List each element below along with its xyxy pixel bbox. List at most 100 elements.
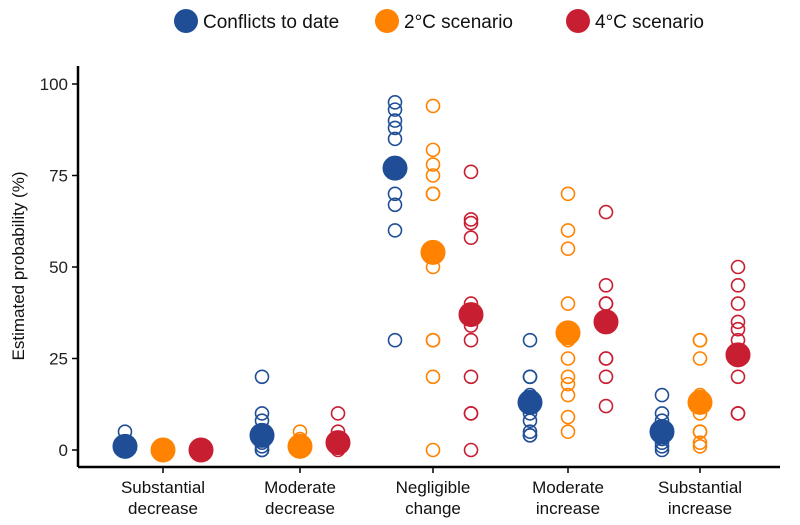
response-point (387, 197, 403, 213)
response-point (560, 351, 576, 366)
response-point (560, 241, 576, 256)
response-point (425, 186, 441, 202)
response-point (522, 332, 538, 348)
response-point (522, 428, 538, 443)
response-point (463, 164, 479, 180)
mean-point (249, 422, 275, 448)
x-category-label: Moderate (532, 478, 604, 497)
legend: Conflicts to date 2°C scenario 4°C scenari… (174, 9, 704, 33)
mean-point (287, 433, 313, 459)
response-point (425, 168, 441, 183)
response-point (654, 406, 670, 421)
response-point (560, 387, 576, 403)
legend-marker (566, 9, 590, 33)
response-point (463, 212, 479, 227)
legend-label: 4°C scenario (595, 12, 704, 33)
response-point (560, 376, 576, 392)
mean-point (555, 320, 581, 346)
response-point (598, 369, 614, 385)
response-point (463, 369, 479, 385)
legend-label: 2°C scenario (404, 12, 513, 33)
response-point (654, 387, 670, 403)
y-tick-label: 50 (49, 258, 68, 277)
mean-point (325, 430, 351, 456)
mean-point (458, 302, 484, 328)
x-category-label: decrease (265, 499, 335, 518)
response-point (425, 142, 441, 158)
response-point (522, 369, 538, 385)
x-category-label: increase (668, 499, 732, 518)
mean-point (725, 342, 751, 368)
response-point (463, 230, 479, 246)
y-ticks: 0 25 50 75 100 (40, 75, 78, 460)
response-point (730, 369, 746, 385)
response-point (387, 131, 403, 147)
response-point (463, 332, 479, 348)
response-point (692, 435, 708, 450)
legend-marker (174, 9, 198, 33)
response-point (730, 259, 746, 275)
mean-point (150, 437, 176, 463)
response-point (560, 424, 576, 440)
response-point (692, 351, 708, 366)
response-point (387, 223, 403, 238)
response-point (387, 186, 403, 202)
response-point (387, 102, 403, 117)
x-category-label: Substantial (121, 478, 205, 497)
response-point (730, 314, 746, 330)
response-point (425, 442, 441, 458)
response-point (463, 442, 479, 458)
series-0 (112, 95, 675, 459)
response-point (425, 157, 441, 172)
mean-point (593, 309, 619, 335)
response-point (387, 332, 403, 348)
legend-label: Conflicts to date (203, 12, 339, 33)
response-point (730, 277, 746, 293)
response-point (330, 406, 346, 421)
legend-marker (375, 9, 399, 33)
y-axis-title: Estimated probability (%) (9, 172, 28, 361)
x-category-label: increase (536, 499, 600, 518)
mean-point (649, 419, 675, 445)
response-point (598, 204, 614, 220)
response-point (560, 186, 576, 202)
response-point (560, 409, 576, 425)
mean-point (687, 389, 713, 415)
response-point (387, 113, 403, 128)
x-category-label: change (405, 499, 461, 518)
mean-point (188, 437, 214, 463)
response-point (254, 406, 270, 421)
data-points (112, 95, 751, 463)
response-point (463, 215, 479, 231)
x-category-label: decrease (128, 499, 198, 518)
response-point (730, 296, 746, 311)
mean-point (112, 433, 138, 459)
axes (76, 66, 780, 469)
response-point (598, 351, 614, 366)
mean-point (420, 239, 446, 265)
response-point (522, 424, 538, 440)
response-point (254, 369, 270, 385)
series-2 (188, 164, 751, 463)
response-point (387, 95, 403, 110)
response-point (598, 398, 614, 414)
y-tick-label: 75 (49, 167, 68, 186)
response-point (387, 120, 403, 136)
response-point (692, 439, 708, 454)
y-tick-label: 100 (40, 75, 68, 94)
x-category-label: Substantial (658, 478, 742, 497)
response-point (425, 332, 441, 348)
response-point (463, 406, 479, 421)
response-point (560, 369, 576, 385)
response-point (425, 98, 441, 114)
x-category-label: Moderate (264, 478, 336, 497)
mean-point (382, 155, 408, 181)
series-1 (150, 98, 713, 463)
x-category-labels: Substantial decrease Moderate decrease Negli… (121, 467, 742, 518)
x-category-label: Negligible (396, 478, 471, 497)
response-point (560, 296, 576, 311)
y-tick-label: 25 (49, 350, 68, 369)
mean-point (517, 389, 543, 415)
response-point (692, 424, 708, 440)
response-point (598, 296, 614, 311)
